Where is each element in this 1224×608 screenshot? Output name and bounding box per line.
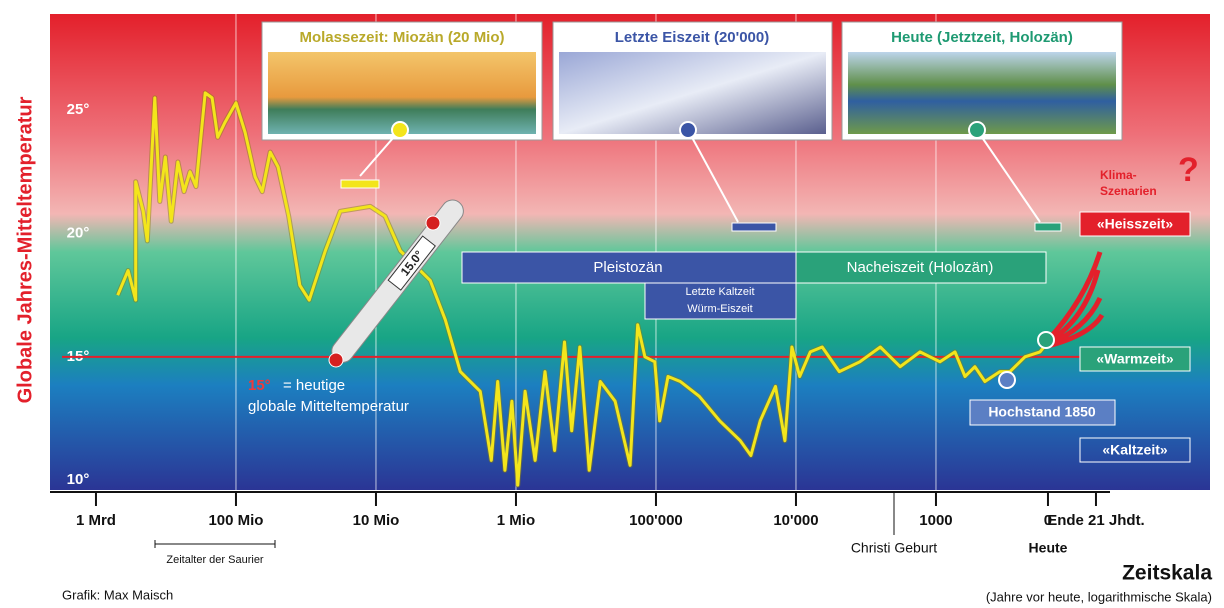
annotation: = heutige bbox=[283, 377, 345, 394]
thermometer-bulb bbox=[329, 353, 343, 367]
photo-caption: Heute (Jetztzeit, Holozän) bbox=[891, 29, 1073, 46]
thermometer-button bbox=[426, 216, 440, 230]
x-axis-note: (Jahre vor heute, logarithmische Skala) bbox=[986, 589, 1212, 604]
photo-dot bbox=[392, 122, 408, 138]
chart: 10° 15° 20° 25° 1 Mrd 100 Mio 10 Mio 1 Mio 100'0… bbox=[0, 0, 1224, 608]
y-tick-label: 25° bbox=[67, 101, 90, 118]
credit: Grafik: Max Maisch bbox=[62, 587, 173, 602]
annotation: «Heisszeit» bbox=[1097, 216, 1173, 232]
x-tick-label: 100'000 bbox=[629, 512, 683, 529]
x-tick-label: 1 Mrd bbox=[76, 512, 116, 529]
photo bbox=[559, 52, 826, 134]
annotation: Szenarien bbox=[1100, 184, 1157, 198]
x-tick-label: 10 Mio bbox=[353, 512, 400, 529]
x-tick-label: 1 Mio bbox=[497, 512, 535, 529]
annotation: Hochstand 1850 bbox=[988, 404, 1096, 420]
y-tick-label: 10° bbox=[67, 471, 90, 488]
photo bbox=[848, 52, 1116, 134]
x-tick-label: Ende 21 Jhdt. bbox=[1047, 512, 1145, 529]
period-marker bbox=[341, 180, 379, 188]
photo-dot bbox=[680, 122, 696, 138]
annotation: Klima- bbox=[1100, 168, 1137, 182]
x-tick-label: 100 Mio bbox=[208, 512, 263, 529]
y-tick-label: 20° bbox=[67, 224, 90, 241]
annotation: «Kaltzeit» bbox=[1102, 442, 1168, 458]
photo-caption: Letzte Eiszeit (20'000) bbox=[615, 29, 769, 46]
period-label: Würm-Eiszeit bbox=[687, 303, 752, 315]
annotation: Zeitalter der Saurier bbox=[166, 554, 264, 566]
y-axis-label: Globale Jahres-Mitteltemperatur bbox=[14, 96, 36, 403]
period-marker bbox=[732, 223, 776, 231]
annotation: globale Mitteltemperatur bbox=[248, 398, 409, 415]
annotation: Heute bbox=[1029, 540, 1068, 556]
x-tick-label: 10'000 bbox=[773, 512, 818, 529]
annotation: «Warmzeit» bbox=[1096, 351, 1174, 367]
photo-caption: Molassezeit: Miozän (20 Mio) bbox=[299, 29, 504, 46]
annotation: ? bbox=[1178, 151, 1199, 189]
x-axis-label: Zeitskala bbox=[1122, 562, 1212, 585]
annotation: Christi Geburt bbox=[851, 540, 937, 556]
period-label: Letzte Kaltzeit bbox=[685, 286, 754, 298]
period-label: Nacheiszeit (Holozän) bbox=[847, 259, 994, 276]
period-label: Pleistozän bbox=[593, 259, 662, 276]
present-dot bbox=[1038, 332, 1054, 348]
peak-dot bbox=[999, 372, 1015, 388]
period-marker bbox=[1035, 223, 1061, 231]
x-tick-label: 1000 bbox=[919, 512, 952, 529]
annotation: 15° bbox=[248, 377, 271, 394]
photo-dot bbox=[969, 122, 985, 138]
